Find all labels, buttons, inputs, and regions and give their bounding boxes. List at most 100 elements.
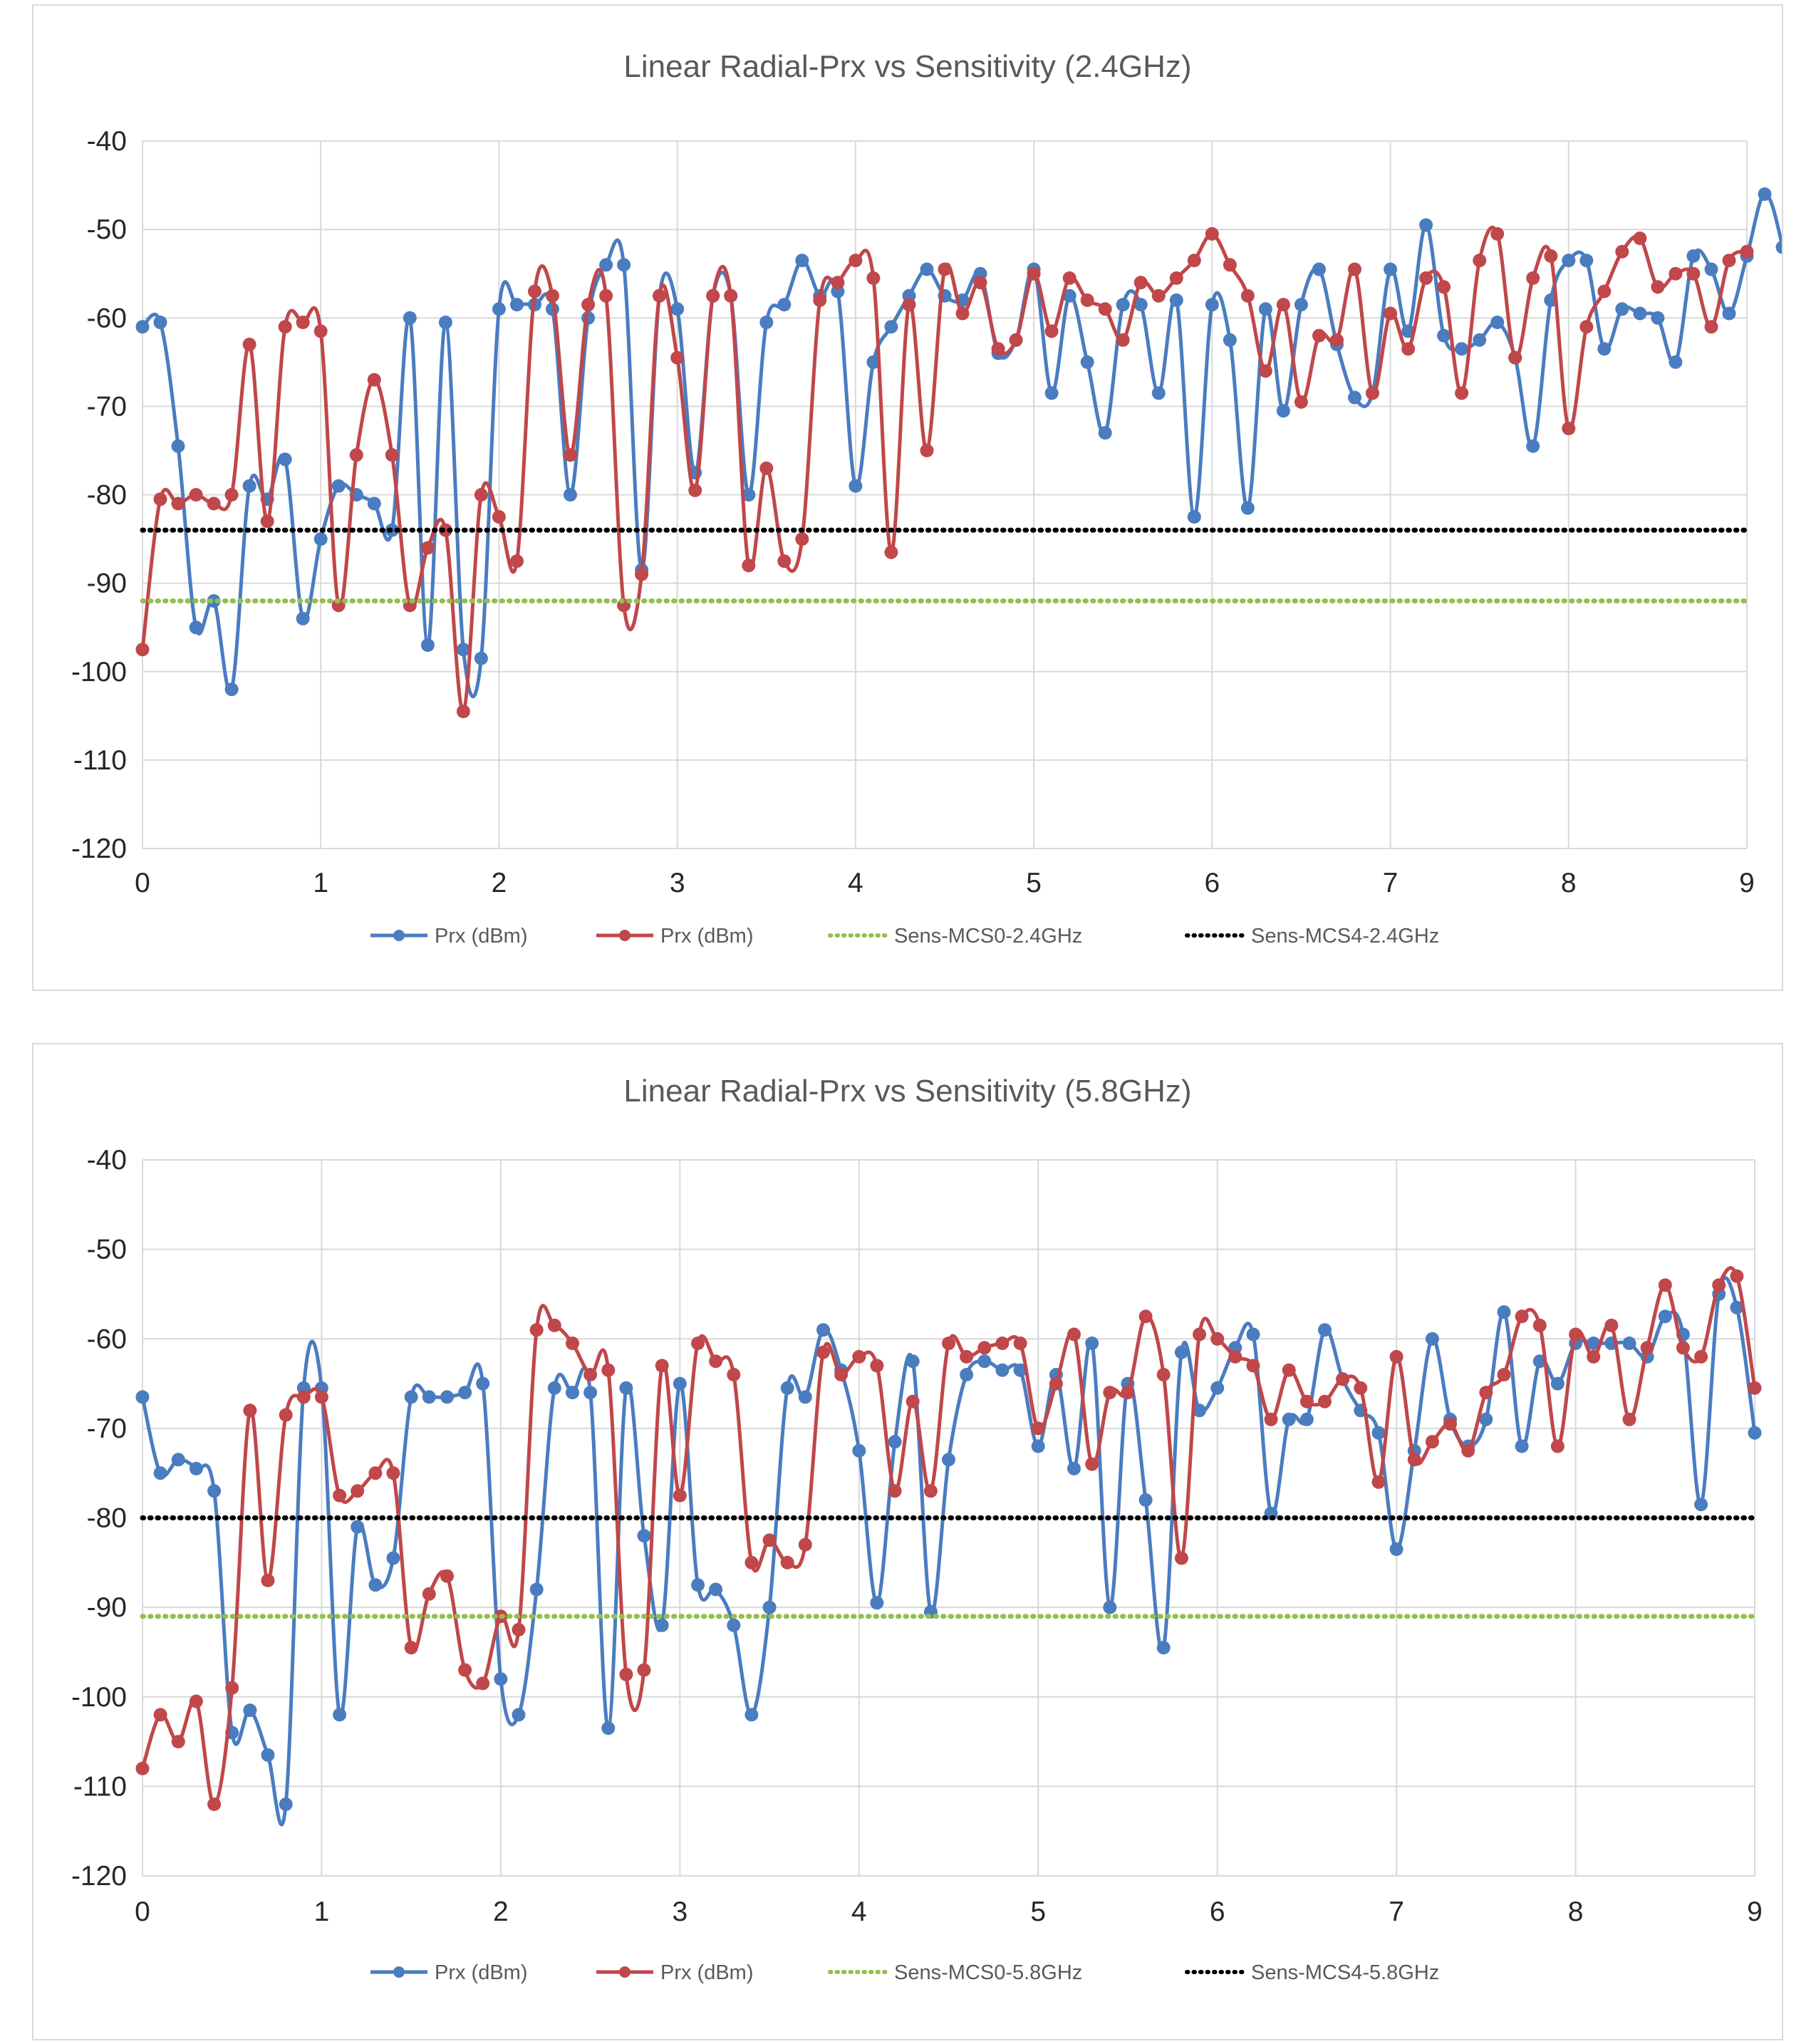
data-point-0: [1240, 501, 1255, 515]
data-point-1: [777, 554, 792, 569]
data-point-1: [1174, 1551, 1188, 1565]
data-point-0: [884, 320, 898, 334]
data-point-0: [171, 439, 185, 453]
y-tick-label: -90: [87, 1592, 127, 1623]
data-point-0: [849, 479, 863, 493]
data-point-0: [1312, 262, 1326, 276]
data-point-1: [1085, 1457, 1099, 1471]
data-point-1: [440, 1569, 454, 1583]
data-point-1: [673, 1488, 687, 1503]
y-tick-label: -70: [87, 391, 127, 422]
data-point-0: [474, 651, 488, 665]
data-point-1: [1704, 320, 1718, 334]
data-point-1: [1425, 1435, 1439, 1449]
series-line-0: [140, 1276, 1757, 1827]
data-point-1: [1497, 1368, 1511, 1381]
legend-label-prx-blue: Prx (dBm): [435, 925, 528, 948]
data-point-1: [942, 1337, 955, 1350]
data-point-1: [1027, 266, 1041, 281]
data-point-1: [1223, 258, 1237, 272]
data-point-1: [991, 342, 1005, 356]
x-tick-label: 7: [1389, 1897, 1404, 1927]
data-point-1: [529, 1323, 544, 1337]
data-point-1: [1669, 266, 1683, 281]
data-point-1: [1187, 254, 1201, 268]
data-point-0: [135, 320, 150, 334]
data-point-1: [1312, 328, 1326, 343]
data-point-1: [870, 1359, 884, 1373]
data-point-0: [852, 1443, 866, 1458]
data-point-0: [1299, 1412, 1314, 1426]
data-point-1: [207, 1797, 222, 1811]
data-point-1: [1526, 271, 1540, 285]
data-point-0: [1156, 1641, 1171, 1655]
data-point-0: [1103, 1600, 1117, 1614]
data-point-0: [742, 488, 756, 502]
data-point-0: [1276, 404, 1290, 418]
data-point-1: [296, 316, 310, 329]
x-tick-label: 0: [135, 868, 150, 898]
data-point-1: [1597, 284, 1612, 299]
data-point-0: [420, 638, 435, 652]
data-point-0: [1098, 426, 1112, 440]
data-point-0: [920, 262, 934, 276]
data-point-1: [224, 488, 239, 502]
data-point-0: [1758, 187, 1772, 201]
data-point-0: [1116, 298, 1130, 312]
data-point-1: [727, 1368, 741, 1381]
data-point-0: [279, 1797, 293, 1811]
data-point-1: [1240, 289, 1255, 303]
data-point-0: [1246, 1327, 1260, 1342]
data-point-1: [1299, 1394, 1314, 1409]
data-point-0: [333, 1708, 347, 1722]
data-point-1: [1031, 1421, 1045, 1436]
legend-label-mcs0: Sens-MCS0-5.8GHz: [894, 1961, 1082, 1984]
data-point-0: [583, 1386, 598, 1400]
legend: Prx (dBm) Prx (dBm) Sens-MCS0-5.8GHz Sen…: [370, 1961, 1439, 1984]
data-point-0: [1389, 1542, 1403, 1556]
data-point-1: [973, 276, 987, 290]
data-point-1: [1067, 1327, 1081, 1342]
data-point-0: [367, 497, 381, 511]
legend-marker-prx-red: [619, 930, 631, 941]
data-point-1: [368, 1466, 383, 1480]
data-point-0: [510, 298, 524, 312]
x-tick-label: 8: [1561, 868, 1577, 898]
data-point-1: [1151, 289, 1166, 303]
data-point-1: [189, 488, 203, 502]
data-point-1: [1508, 351, 1522, 365]
data-point-0: [492, 302, 506, 316]
data-point-0: [960, 1368, 974, 1381]
data-point-0: [1205, 298, 1219, 312]
data-point-1: [456, 705, 470, 719]
data-point-1: [333, 1488, 347, 1503]
data-point-1: [691, 1337, 705, 1350]
data-point-1: [884, 545, 898, 559]
data-point-1: [1604, 1318, 1619, 1332]
y-tick-label: -120: [71, 1861, 127, 1892]
data-point-1: [706, 289, 720, 303]
data-point-1: [474, 488, 488, 502]
chart-panel-2-4ghz: Linear Radial-Prx vs Sensitivity (2.4GHz…: [32, 4, 1783, 991]
data-point-1: [744, 1555, 759, 1570]
data-point-1: [1730, 1269, 1744, 1283]
data-point-0: [1497, 1305, 1511, 1319]
data-point-1: [831, 276, 845, 290]
x-tick-label: 1: [313, 868, 328, 898]
data-point-1: [1246, 1359, 1260, 1373]
data-point-1: [798, 1537, 812, 1552]
data-point-0: [1169, 293, 1183, 307]
data-point-0: [673, 1376, 687, 1391]
data-point-1: [1103, 1386, 1117, 1400]
data-point-1: [849, 254, 863, 268]
data-point-1: [1210, 1332, 1225, 1346]
x-tick-label: 0: [135, 1897, 150, 1927]
data-point-0: [744, 1708, 759, 1722]
data-point-1: [1461, 1443, 1475, 1458]
data-point-0: [1419, 218, 1433, 232]
data-point-1: [207, 497, 221, 511]
data-point-1: [780, 1555, 794, 1570]
data-point-0: [1282, 1412, 1296, 1426]
data-point-1: [1676, 1341, 1690, 1355]
data-point-0: [1694, 1498, 1708, 1512]
